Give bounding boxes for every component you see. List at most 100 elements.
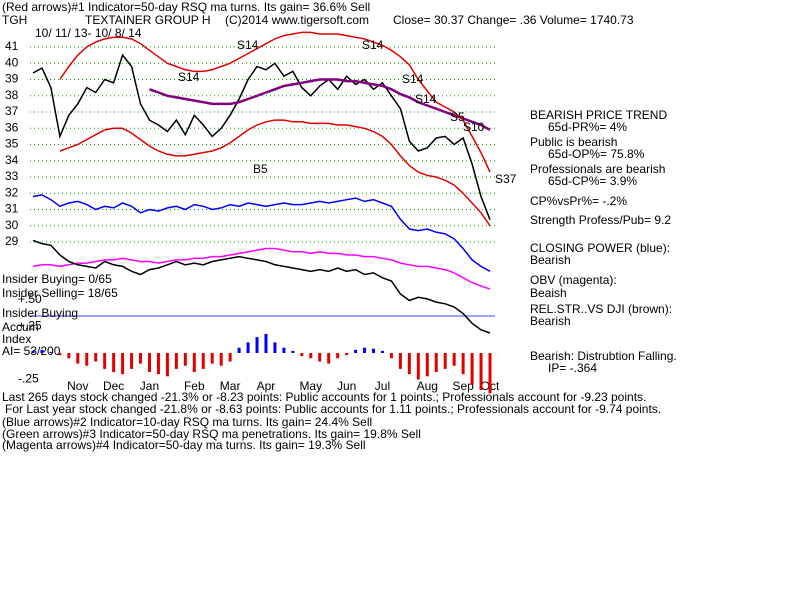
x-tick-label: Mar <box>220 379 241 393</box>
accum-bar <box>398 353 402 369</box>
accum-bar <box>434 353 438 373</box>
accum-bar <box>318 353 322 362</box>
accum-bar <box>309 353 313 359</box>
annotation: S14 <box>362 38 384 52</box>
accum-bar <box>452 353 456 366</box>
side-note: Bearish <box>530 253 571 267</box>
y-tick-label: 29 <box>5 234 19 248</box>
panel-label: Index <box>2 332 31 346</box>
accum-bar <box>201 353 205 369</box>
y-tick-label: 38 <box>5 88 19 102</box>
accum-bar <box>470 353 474 385</box>
accum-bar <box>174 353 178 369</box>
x-tick-label: Aug <box>417 379 438 393</box>
y-tick-label: +.25 <box>18 319 42 333</box>
y-tick-label: 31 <box>5 202 19 216</box>
accum-bar <box>139 353 143 364</box>
side-note: Bearish <box>530 314 571 328</box>
accum-bar <box>300 353 304 357</box>
side-note: Bearish: Distrubtion Falling. <box>530 349 677 363</box>
side-note: IP= -.364 <box>548 361 597 375</box>
accum-bar <box>461 353 465 375</box>
quote: Close= 30.37 Change= .36 Volume= 1740.73 <box>393 13 634 27</box>
side-note: 65d-OP%= 75.8% <box>548 147 645 161</box>
panel-label: Insider Buying= 0/65 <box>2 272 112 286</box>
side-note: BEARISH PRICE TREND <box>530 108 667 122</box>
x-tick-label: Dec <box>103 379 124 393</box>
side-note: 65d-PR%= 4% <box>548 120 627 134</box>
accum-bar <box>130 353 134 369</box>
accum-bar <box>58 353 62 356</box>
x-tick-label: Jul <box>375 379 390 393</box>
y-tick-label: +.50 <box>18 292 42 306</box>
footer-line: (Green arrows)#3 Indicator=50-day RSQ ma… <box>2 427 421 441</box>
footer-line: (Blue arrows)#2 Indicator=10-day RSQ ma … <box>2 415 372 429</box>
accum-bar <box>291 350 295 353</box>
x-tick-label: Jun <box>337 379 356 393</box>
footer-line: For Last year stock changed -21.8% or -8… <box>5 402 661 416</box>
company: TEXTAINER GROUP H <box>85 13 211 27</box>
side-note: Professionals are bearish <box>530 162 665 176</box>
accum-bar <box>67 353 71 359</box>
accum-bar <box>94 353 98 362</box>
panel-label: AI= 53/200 <box>2 344 61 358</box>
copyright: (C)2014 www.tigersoft.com <box>225 13 369 27</box>
accum-bar <box>416 353 420 380</box>
accum-bar <box>380 350 384 353</box>
panel-label: Insider Selling= 18/65 <box>2 286 118 300</box>
y-tick-label: 36 <box>5 120 19 134</box>
accum-bar <box>49 351 53 353</box>
accum-bar <box>336 353 340 359</box>
accum-bar <box>219 353 223 366</box>
accum-bar <box>264 333 268 353</box>
annotation: S14 <box>178 70 200 84</box>
footer-line: Last 265 days stock changed -21.3% or -8… <box>2 390 646 404</box>
ticker: TGH <box>2 13 27 27</box>
accum-bar <box>363 347 367 353</box>
side-note: OBV (magenta): <box>530 273 617 287</box>
accum-bar <box>282 347 286 353</box>
y-tick-label: 30 <box>5 218 19 232</box>
accum-bar <box>112 353 116 373</box>
accum-bar <box>479 353 483 391</box>
accum-bar <box>183 353 187 366</box>
y-tick-label: 32 <box>5 185 19 199</box>
x-tick-label: Nov <box>67 379 88 393</box>
x-tick-label: Feb <box>184 379 205 393</box>
y-tick-label: 41 <box>5 39 19 53</box>
side-note: CLOSING POWER (blue): <box>530 241 670 255</box>
y-tick-label: 37 <box>5 104 19 118</box>
accum-bar <box>85 353 89 366</box>
series-line <box>32 53 491 220</box>
series-line <box>59 119 491 227</box>
series-line <box>59 31 491 173</box>
accum-bar <box>488 353 492 394</box>
accum-bar <box>31 350 35 353</box>
accum-bar <box>40 349 44 353</box>
accum-bar <box>425 353 429 377</box>
panel-label: Insider Buying <box>2 306 78 320</box>
accum-bar <box>407 353 411 375</box>
accum-bar <box>228 353 232 362</box>
accum-bar <box>165 353 169 377</box>
series-line <box>32 247 491 290</box>
accum-bar <box>354 349 358 353</box>
accum-bar <box>147 353 151 373</box>
accum-bar <box>372 348 376 353</box>
accum-bar <box>192 353 196 373</box>
side-note: 65d-CP%= 3.9% <box>548 174 637 188</box>
accum-bar <box>345 353 349 356</box>
footer-line: (Magenta arrows)#4 Indicator=50-day ma t… <box>2 438 366 452</box>
side-note: REL.STR..VS DJI (brown): <box>530 302 672 316</box>
annotation: S37 <box>495 172 517 186</box>
x-tick-label: Apr <box>257 379 276 393</box>
series-line <box>32 239 491 334</box>
series-line <box>32 194 491 272</box>
accum-bar <box>76 353 80 364</box>
annotation: S14 <box>402 72 424 86</box>
y-tick-label: 35 <box>5 137 19 151</box>
series-line <box>149 78 491 131</box>
accum-bar <box>210 353 214 364</box>
y-tick-label: 33 <box>5 169 19 183</box>
